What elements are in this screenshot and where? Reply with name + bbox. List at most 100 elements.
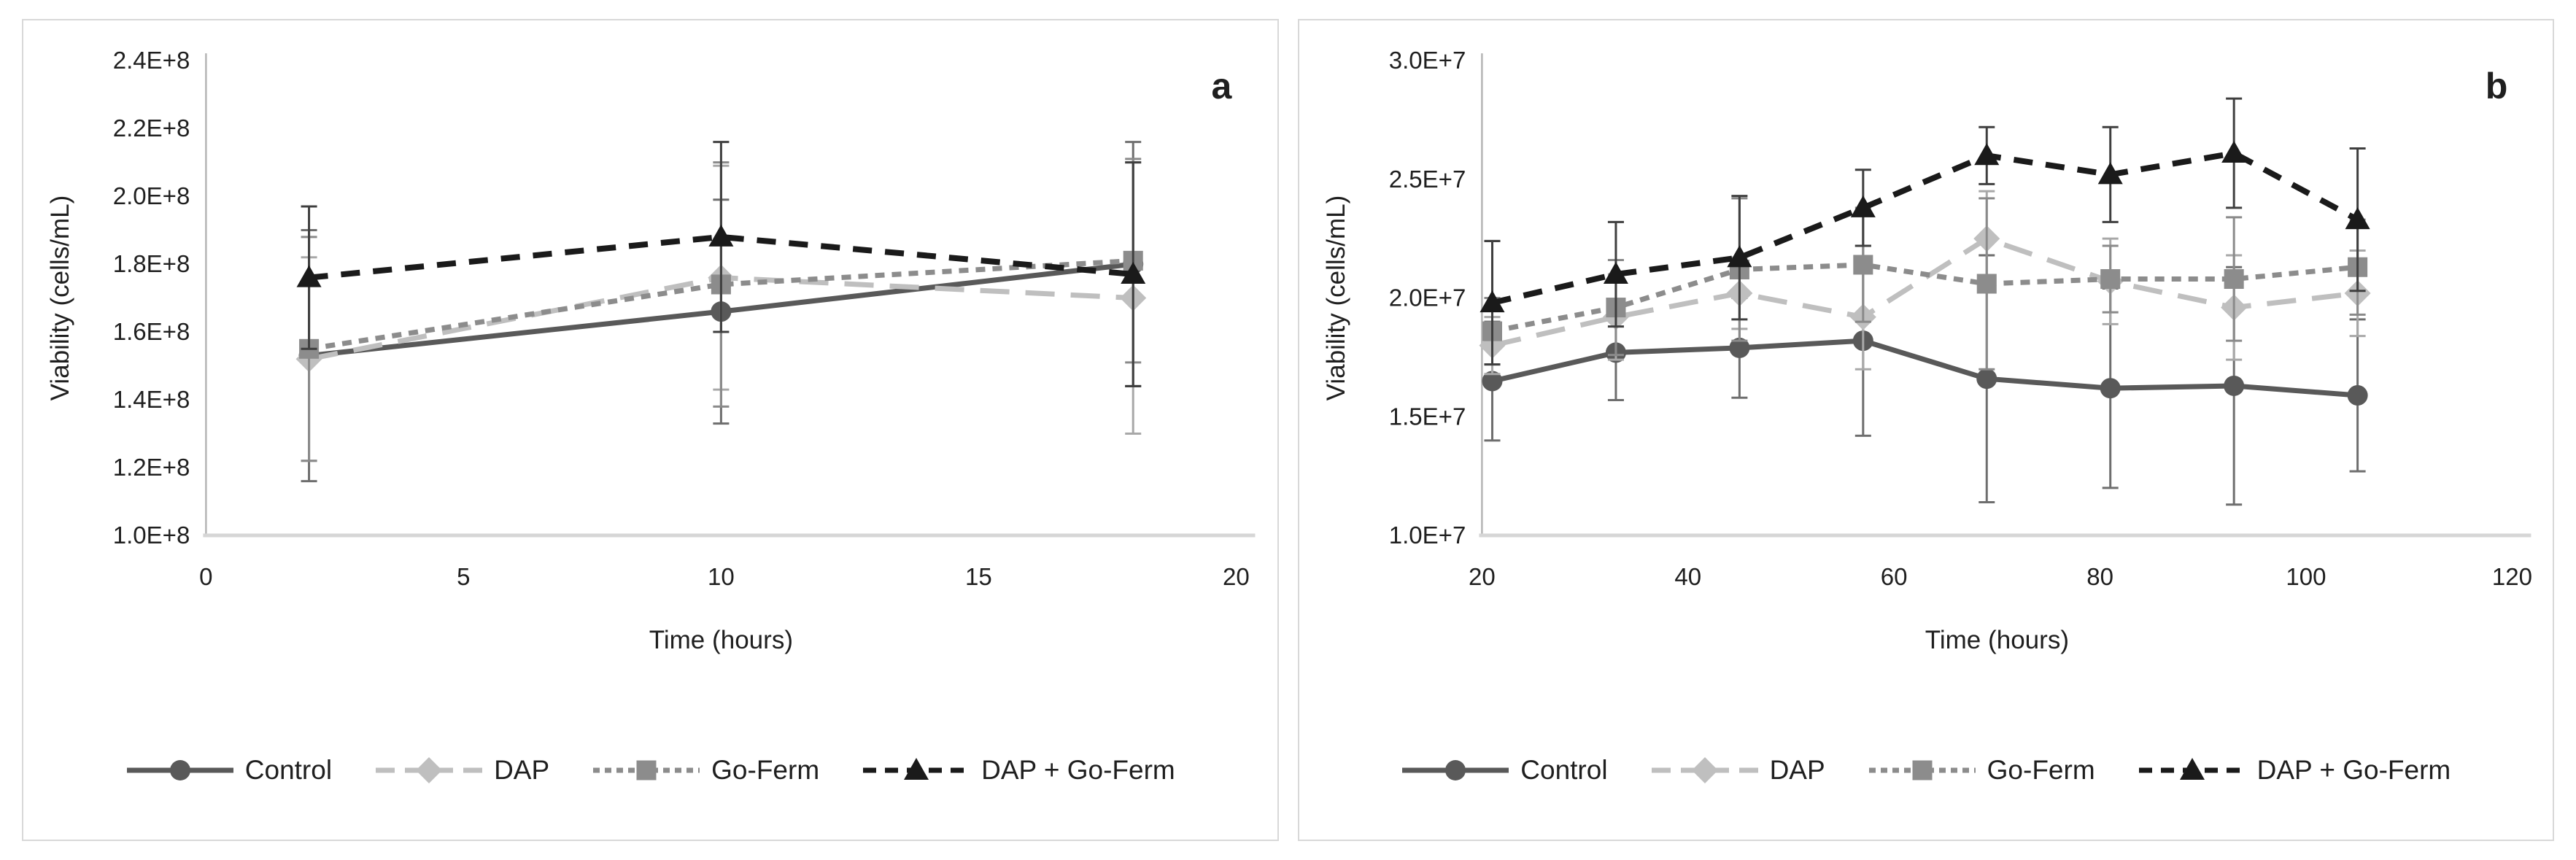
data-point-marker xyxy=(2100,268,2120,290)
y-tick-label: 2.0E+7 xyxy=(1388,285,1466,312)
axes: 1.0E+8 1.2E+8 1.4E+8 1.6E+8 1.8E+8 2.0E+8 2.2E… xyxy=(113,47,1256,591)
legend-swatch-diamond xyxy=(376,757,483,784)
data-point-marker xyxy=(2224,268,2244,290)
panel-b-legend: Control DAP Go-Ferm DAP + Go-Ferm xyxy=(1299,714,2553,840)
y-tick-label: 2.4E+8 xyxy=(113,47,190,74)
legend-swatch-circle xyxy=(126,760,233,781)
y-tick-label: 3.0E+7 xyxy=(1388,47,1466,74)
legend-swatch-square xyxy=(1868,760,1976,780)
diamond-marker-icon xyxy=(1691,757,1718,784)
legend-swatch-triangle xyxy=(2138,758,2246,780)
data-point-marker xyxy=(2223,375,2244,396)
legend-label: Control xyxy=(244,755,333,786)
panel-b: 1.0E+7 1.5E+7 2.0E+7 2.5E+7 3.0E+7 20 40 60 80 10… xyxy=(1297,19,2554,841)
legend-swatch-diamond xyxy=(1651,757,1758,784)
data-point-marker xyxy=(708,224,734,247)
series-line xyxy=(1491,262,2358,334)
legend-item: DAP xyxy=(374,755,549,786)
data-point-marker xyxy=(1976,274,1997,294)
data-point-marker xyxy=(2221,140,2246,163)
x-tick-label: 20 xyxy=(1223,564,1250,591)
legend-label: Go-Ferm xyxy=(1987,755,2095,786)
x-tick-label: 5 xyxy=(457,564,470,591)
circle-marker-icon xyxy=(169,760,190,781)
triangle-marker-icon xyxy=(904,758,929,780)
data-point-marker xyxy=(2345,207,2370,230)
legend-swatch-square xyxy=(593,760,700,780)
panel-b-chart: 1.0E+7 1.5E+7 2.0E+7 2.5E+7 3.0E+7 20 40 60 80 10… xyxy=(1322,47,2532,654)
legend-swatch-circle xyxy=(1402,760,1509,781)
data-point-marker xyxy=(296,265,322,287)
x-tick-label: 80 xyxy=(2086,564,2113,591)
y-tick-label: 2.5E+7 xyxy=(1388,166,1466,193)
legend-swatch-triangle xyxy=(863,758,970,780)
legend-label: DAP xyxy=(1769,755,1825,786)
y-tick-label: 1.0E+8 xyxy=(113,522,190,549)
data-point-marker xyxy=(2097,162,2123,185)
legend-label: DAP + Go-Ferm xyxy=(2256,755,2451,786)
y-axis-title: Viability (cells/mL) xyxy=(46,195,74,401)
legend-item: Control xyxy=(125,755,332,786)
x-tick-label: 20 xyxy=(1468,564,1495,591)
y-tick-label: 1.0E+7 xyxy=(1388,522,1466,549)
legend-label: Go-Ferm xyxy=(711,755,820,786)
panel-letter: a xyxy=(1212,66,1233,106)
legend-item: DAP + Go-Ferm xyxy=(2138,755,2451,786)
x-tick-label: 100 xyxy=(2286,564,2326,591)
x-tick-label: 0 xyxy=(199,564,212,591)
data-point-marker xyxy=(1121,261,1146,284)
legend-label: DAP xyxy=(494,755,550,786)
data-point-marker xyxy=(1973,143,1999,166)
legend-label: Control xyxy=(1520,755,1608,786)
data-point-marker xyxy=(1852,255,1873,275)
y-axis-title: Viability (cells/mL) xyxy=(1322,195,1350,401)
legend-item: Control xyxy=(1401,755,1608,786)
square-marker-icon xyxy=(636,760,657,780)
data-point-marker xyxy=(1481,371,1503,392)
data-point-marker xyxy=(1603,261,1628,284)
y-tick-label: 1.2E+8 xyxy=(113,454,190,481)
panel-a-chart: 1.0E+8 1.2E+8 1.4E+8 1.6E+8 1.8E+8 2.0E+8 2.2E… xyxy=(46,47,1256,654)
series-dap-go-ferm xyxy=(1479,97,2370,366)
series-line xyxy=(1491,150,2359,306)
data-point-marker xyxy=(1850,195,1876,217)
x-axis-title: Time (hours) xyxy=(649,626,793,654)
x-axis-title: Time (hours) xyxy=(1925,626,2068,654)
series-line xyxy=(1491,338,2358,398)
data-point-marker xyxy=(1479,290,1505,313)
y-tick-label: 1.8E+8 xyxy=(113,251,190,278)
series-line xyxy=(309,257,1134,352)
x-tick-label: 60 xyxy=(1880,564,1907,591)
legend-item: Go-Ferm xyxy=(1868,755,2095,786)
data-point-marker xyxy=(1726,245,1752,268)
data-point-marker xyxy=(1976,368,1997,390)
panel-a-legend: Control DAP Go-Ferm DAP + Go-Ferm xyxy=(23,714,1277,840)
y-tick-label: 1.5E+7 xyxy=(1388,403,1466,430)
series-line xyxy=(1491,236,2358,349)
y-tick-label: 2.0E+8 xyxy=(113,183,190,210)
diamond-marker-icon xyxy=(416,757,443,784)
y-tick-label: 2.2E+8 xyxy=(113,115,190,142)
panel-letter: b xyxy=(2485,66,2507,106)
data-point-marker xyxy=(1728,337,1749,358)
x-tick-label: 40 xyxy=(1674,564,1701,591)
square-marker-icon xyxy=(1912,760,1933,780)
legend-label: DAP + Go-Ferm xyxy=(981,755,1175,786)
series-line xyxy=(309,233,1134,281)
x-tick-label: 10 xyxy=(708,564,735,591)
circle-marker-icon xyxy=(1445,760,1466,781)
data-point-marker xyxy=(2100,378,2121,399)
series-dap-go-ferm xyxy=(296,141,1146,387)
legend-item: Go-Ferm xyxy=(592,755,819,786)
legend-item: DAP xyxy=(1650,755,1825,786)
legend-item: DAP + Go-Ferm xyxy=(862,755,1175,786)
y-tick-label: 1.6E+8 xyxy=(113,319,190,346)
x-tick-label: 15 xyxy=(965,564,992,591)
triangle-marker-icon xyxy=(2179,758,2205,780)
data-point-marker xyxy=(2347,384,2368,406)
x-tick-label: 120 xyxy=(2491,564,2531,591)
axes: 1.0E+7 1.5E+7 2.0E+7 2.5E+7 3.0E+7 20 40 60 80 10… xyxy=(1388,47,2531,591)
panel-a: 1.0E+8 1.2E+8 1.4E+8 1.6E+8 1.8E+8 2.0E+8 2.2E… xyxy=(22,19,1279,841)
y-tick-label: 1.4E+8 xyxy=(113,387,190,414)
